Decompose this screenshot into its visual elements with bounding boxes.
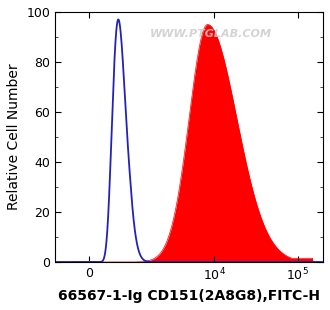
Y-axis label: Relative Cell Number: Relative Cell Number [7, 64, 21, 210]
X-axis label: 66567-1-Ig CD151(2A8G8),FITC-H: 66567-1-Ig CD151(2A8G8),FITC-H [58, 289, 320, 303]
Text: WWW.PTGLAB.COM: WWW.PTGLAB.COM [149, 29, 272, 39]
